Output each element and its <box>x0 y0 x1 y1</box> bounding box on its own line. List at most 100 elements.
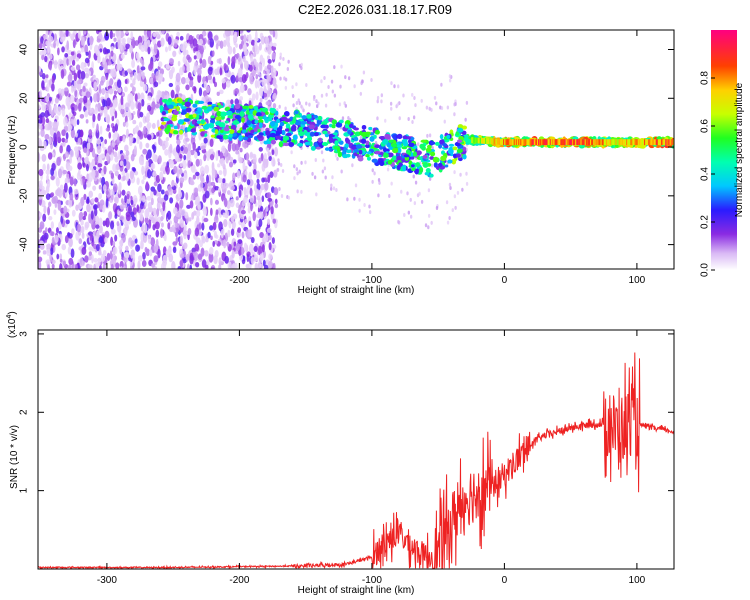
spectrogram-cell <box>81 90 87 97</box>
spectrogram-cell <box>220 111 227 117</box>
spectrogram-cell <box>83 67 89 73</box>
spectrogram-cell <box>283 76 286 81</box>
spectrogram-cell <box>589 139 592 146</box>
spectrogram-cell <box>46 248 51 256</box>
spectrogram-cell <box>390 81 393 86</box>
spectrogram-cell <box>136 64 140 75</box>
spectrogram-cell <box>420 139 427 143</box>
spectrogram-cell <box>172 207 178 215</box>
spectrogram-cell <box>557 139 559 146</box>
spectrogram-cell <box>233 241 237 247</box>
spectrogram-cell <box>151 263 156 268</box>
spectrogram-cell <box>171 224 175 233</box>
spectrogram-cell <box>269 107 277 114</box>
spectrogram-cell <box>661 139 663 146</box>
snr-xtick-label: 0 <box>502 575 508 586</box>
spectrogram-cell <box>321 121 328 126</box>
spectrogram-cell <box>175 231 178 238</box>
spectrogram-cell <box>357 156 364 162</box>
spectrogram-cell <box>638 139 641 146</box>
spectrogram-cell <box>223 239 227 249</box>
spectrogram-cell <box>114 234 118 242</box>
spectrogram-cell <box>114 156 119 163</box>
spectrogram-cell <box>199 45 204 55</box>
spectrogram-cell <box>216 91 220 97</box>
spectrogram-cell <box>238 43 243 50</box>
spectrogram-cell <box>353 127 360 131</box>
spectrogram-cell <box>197 201 201 210</box>
spectrogram-cell <box>239 147 243 153</box>
spectrogram-cell <box>281 116 288 121</box>
spectrogram-cell <box>172 149 176 156</box>
spectrogram-cell <box>51 236 55 245</box>
spectrogram-cell <box>298 169 301 174</box>
spectrogram-cell <box>105 127 110 132</box>
spectrogram-cell <box>59 30 63 39</box>
spectrogram-cell <box>274 30 278 40</box>
spectrogram-cell <box>437 162 443 167</box>
spectrogram-cell <box>397 84 400 89</box>
spectrogram-cell <box>112 240 116 247</box>
spectrogram-cell <box>618 139 621 146</box>
spectrogram-cell <box>490 138 492 145</box>
spectrogram-cell <box>586 139 589 146</box>
spectrogram-cell <box>166 210 172 220</box>
spectrogram-cell <box>202 124 210 130</box>
spectrogram-cell <box>85 51 89 56</box>
spectrogram-cell <box>243 186 247 196</box>
spectrogram-cell <box>242 124 247 131</box>
spectrogram-cell <box>179 35 184 41</box>
spectrogram-cell <box>65 219 70 225</box>
spectrogram-cell <box>189 255 194 265</box>
spectrogram-cell <box>239 254 244 261</box>
spectrogram-cell <box>157 183 162 193</box>
spectrogram-cell <box>263 140 269 145</box>
spectrogram-cell <box>124 102 130 112</box>
snr-series-line <box>38 352 674 569</box>
spectrogram-cell <box>159 171 164 181</box>
spectrogram-cell <box>465 171 468 176</box>
spectrogram-cell <box>239 30 244 34</box>
spectrogram-cell <box>632 139 634 146</box>
spectrogram-cell <box>344 137 350 143</box>
spectrogram-cell <box>189 79 194 88</box>
spectrogram-cell <box>670 139 673 146</box>
spectrogram-cell <box>121 189 126 196</box>
spectrogram-cell <box>207 66 213 76</box>
spectrogram-cell <box>175 72 181 83</box>
spectrogram-cell <box>448 78 452 83</box>
spectrogram-cell <box>46 83 50 92</box>
spectrogram-cell <box>224 30 230 37</box>
spectrogram-cell <box>413 96 416 101</box>
spectrogram-cell <box>246 119 252 126</box>
spectrogram-cell <box>218 105 223 109</box>
spectrogram-cell <box>261 177 265 183</box>
spectrogram-cell <box>222 39 227 47</box>
spectrogram-cell <box>239 84 245 93</box>
spectrogram-cell <box>41 80 45 89</box>
spectrogram-cell <box>528 139 531 146</box>
spectrogram-cell <box>139 57 143 64</box>
spectrogram-cell <box>260 183 265 191</box>
spectrogram-cell <box>232 172 236 181</box>
spectrogram-cell <box>410 164 415 168</box>
spectrogram-cell <box>208 252 214 263</box>
spectrogram-cell <box>68 257 74 266</box>
spectrogram-cell <box>305 83 308 88</box>
spectrogram-cell <box>150 237 156 246</box>
spectrogram-cell <box>211 187 215 194</box>
spectrogram-cell <box>194 200 198 206</box>
spectrogram-cell <box>185 84 190 91</box>
spectrogram-cell <box>58 188 63 198</box>
spectrogram-cell <box>84 110 89 118</box>
spectrogram-cell <box>256 112 262 117</box>
spectrogram-cell <box>54 97 59 104</box>
spectrogram-cell <box>402 140 409 147</box>
spectrogram-cell <box>440 106 444 111</box>
spectrogram-cell <box>284 85 288 90</box>
spectrogram-cell <box>323 166 327 171</box>
spectrogram-cell <box>151 144 156 150</box>
spectrogram-cell <box>386 167 390 172</box>
spectrogram-cell <box>102 184 107 192</box>
spectrogram-cell <box>209 38 215 48</box>
